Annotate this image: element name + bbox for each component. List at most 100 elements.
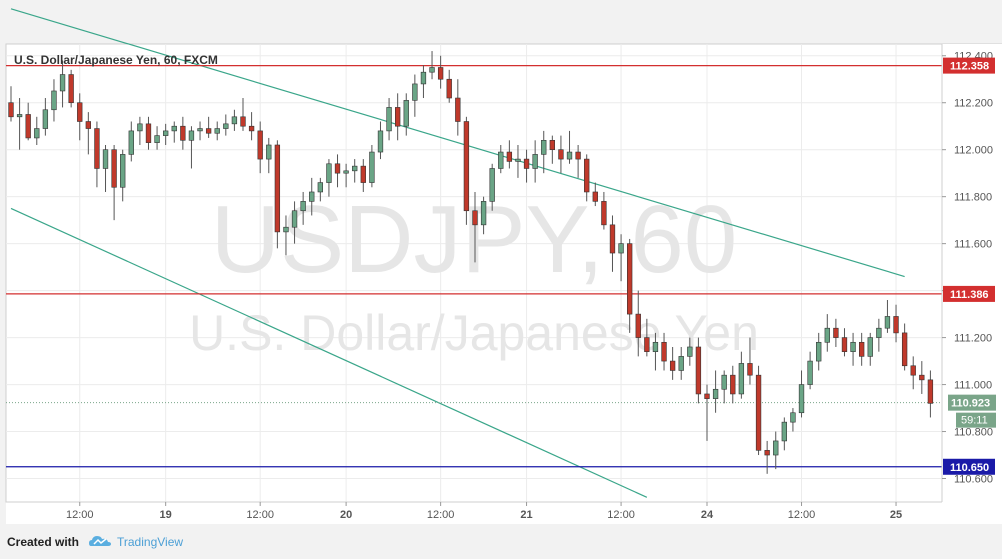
candle[interactable] bbox=[523, 158, 530, 169]
candle[interactable] bbox=[231, 116, 238, 125]
candle[interactable] bbox=[214, 128, 220, 134]
candle[interactable] bbox=[205, 128, 212, 134]
tradingview-link[interactable]: TradingView bbox=[117, 535, 184, 549]
candle[interactable] bbox=[910, 365, 916, 376]
candle[interactable] bbox=[781, 421, 787, 442]
candle[interactable] bbox=[618, 243, 624, 254]
candle[interactable] bbox=[592, 191, 598, 202]
candle[interactable] bbox=[377, 130, 384, 153]
candle[interactable] bbox=[455, 97, 461, 122]
candle[interactable] bbox=[498, 151, 504, 169]
candle[interactable] bbox=[266, 144, 272, 160]
candle[interactable] bbox=[395, 107, 401, 127]
candle[interactable] bbox=[257, 130, 263, 160]
candle[interactable] bbox=[652, 341, 659, 352]
candle[interactable] bbox=[128, 130, 134, 155]
candle[interactable] bbox=[34, 128, 40, 139]
candle[interactable] bbox=[859, 341, 865, 357]
candle[interactable] bbox=[403, 100, 409, 127]
candle[interactable] bbox=[635, 313, 641, 338]
candle[interactable] bbox=[541, 139, 547, 155]
candle[interactable] bbox=[16, 114, 23, 118]
candle[interactable] bbox=[188, 130, 195, 141]
candle[interactable] bbox=[85, 121, 91, 129]
candle[interactable] bbox=[867, 337, 873, 357]
candle[interactable] bbox=[807, 360, 813, 385]
candle[interactable] bbox=[472, 210, 478, 226]
candle[interactable] bbox=[678, 356, 684, 371]
candle[interactable] bbox=[437, 67, 444, 80]
candle[interactable] bbox=[463, 121, 470, 212]
candle[interactable] bbox=[687, 346, 693, 357]
candle[interactable] bbox=[627, 243, 633, 315]
candle[interactable] bbox=[68, 74, 74, 104]
candle[interactable] bbox=[850, 341, 856, 352]
candle[interactable] bbox=[515, 158, 521, 162]
candle[interactable] bbox=[274, 144, 281, 233]
trend-channel-line[interactable] bbox=[10, 207, 648, 498]
candle[interactable] bbox=[137, 123, 143, 132]
candle[interactable] bbox=[59, 74, 66, 92]
candle[interactable] bbox=[790, 412, 796, 423]
candle[interactable] bbox=[644, 337, 650, 352]
candle[interactable] bbox=[369, 151, 375, 183]
candle[interactable] bbox=[223, 123, 229, 129]
candle[interactable] bbox=[171, 125, 177, 132]
candle[interactable] bbox=[816, 341, 822, 362]
candle[interactable] bbox=[730, 374, 736, 395]
price-chart[interactable]: USDJPY, 60U.S. Dollar/Japanese Yen112.40… bbox=[0, 0, 1002, 524]
candle[interactable] bbox=[738, 363, 745, 395]
candle[interactable] bbox=[489, 168, 495, 202]
candle[interactable] bbox=[429, 67, 435, 73]
candle[interactable] bbox=[248, 125, 255, 132]
candle[interactable] bbox=[446, 78, 452, 99]
candle[interactable] bbox=[721, 374, 727, 390]
candle[interactable] bbox=[343, 170, 349, 174]
candle[interactable] bbox=[240, 116, 246, 127]
candle[interactable] bbox=[884, 316, 891, 329]
candle[interactable] bbox=[927, 379, 934, 404]
candle[interactable] bbox=[102, 149, 109, 169]
candle[interactable] bbox=[601, 201, 607, 226]
candle[interactable] bbox=[51, 90, 57, 111]
candle[interactable] bbox=[609, 224, 616, 254]
candle[interactable] bbox=[919, 374, 925, 381]
candle[interactable] bbox=[566, 151, 573, 160]
candle[interactable] bbox=[145, 123, 152, 143]
candle[interactable] bbox=[901, 332, 908, 367]
candle[interactable] bbox=[824, 327, 830, 343]
candle[interactable] bbox=[712, 388, 719, 399]
candle[interactable] bbox=[77, 102, 83, 122]
candle[interactable] bbox=[841, 337, 848, 352]
candle[interactable] bbox=[334, 163, 341, 174]
candle[interactable] bbox=[412, 83, 418, 101]
candle[interactable] bbox=[764, 450, 770, 456]
candle[interactable] bbox=[352, 165, 358, 172]
candle[interactable] bbox=[154, 135, 160, 143]
candle[interactable] bbox=[8, 102, 14, 118]
candle[interactable] bbox=[111, 149, 117, 188]
candle[interactable] bbox=[42, 109, 49, 129]
candle[interactable] bbox=[120, 154, 126, 188]
candle[interactable] bbox=[180, 125, 186, 141]
candle[interactable] bbox=[549, 139, 555, 150]
candle[interactable] bbox=[480, 201, 487, 226]
candle[interactable] bbox=[704, 393, 710, 399]
candle[interactable] bbox=[506, 151, 513, 162]
candle[interactable] bbox=[283, 226, 289, 233]
candle[interactable] bbox=[584, 158, 590, 193]
candle[interactable] bbox=[326, 163, 332, 183]
candle[interactable] bbox=[94, 128, 100, 169]
candle[interactable] bbox=[309, 191, 315, 202]
candle[interactable] bbox=[558, 149, 564, 160]
candle[interactable] bbox=[893, 316, 899, 334]
candle[interactable] bbox=[163, 130, 169, 136]
candle[interactable] bbox=[25, 114, 31, 139]
candle[interactable] bbox=[197, 128, 203, 132]
candle[interactable] bbox=[317, 182, 323, 193]
candle[interactable] bbox=[876, 327, 882, 338]
candle[interactable] bbox=[695, 346, 702, 395]
trend-channel-line[interactable] bbox=[10, 8, 905, 278]
candle[interactable] bbox=[300, 201, 306, 212]
candle[interactable] bbox=[755, 374, 762, 451]
